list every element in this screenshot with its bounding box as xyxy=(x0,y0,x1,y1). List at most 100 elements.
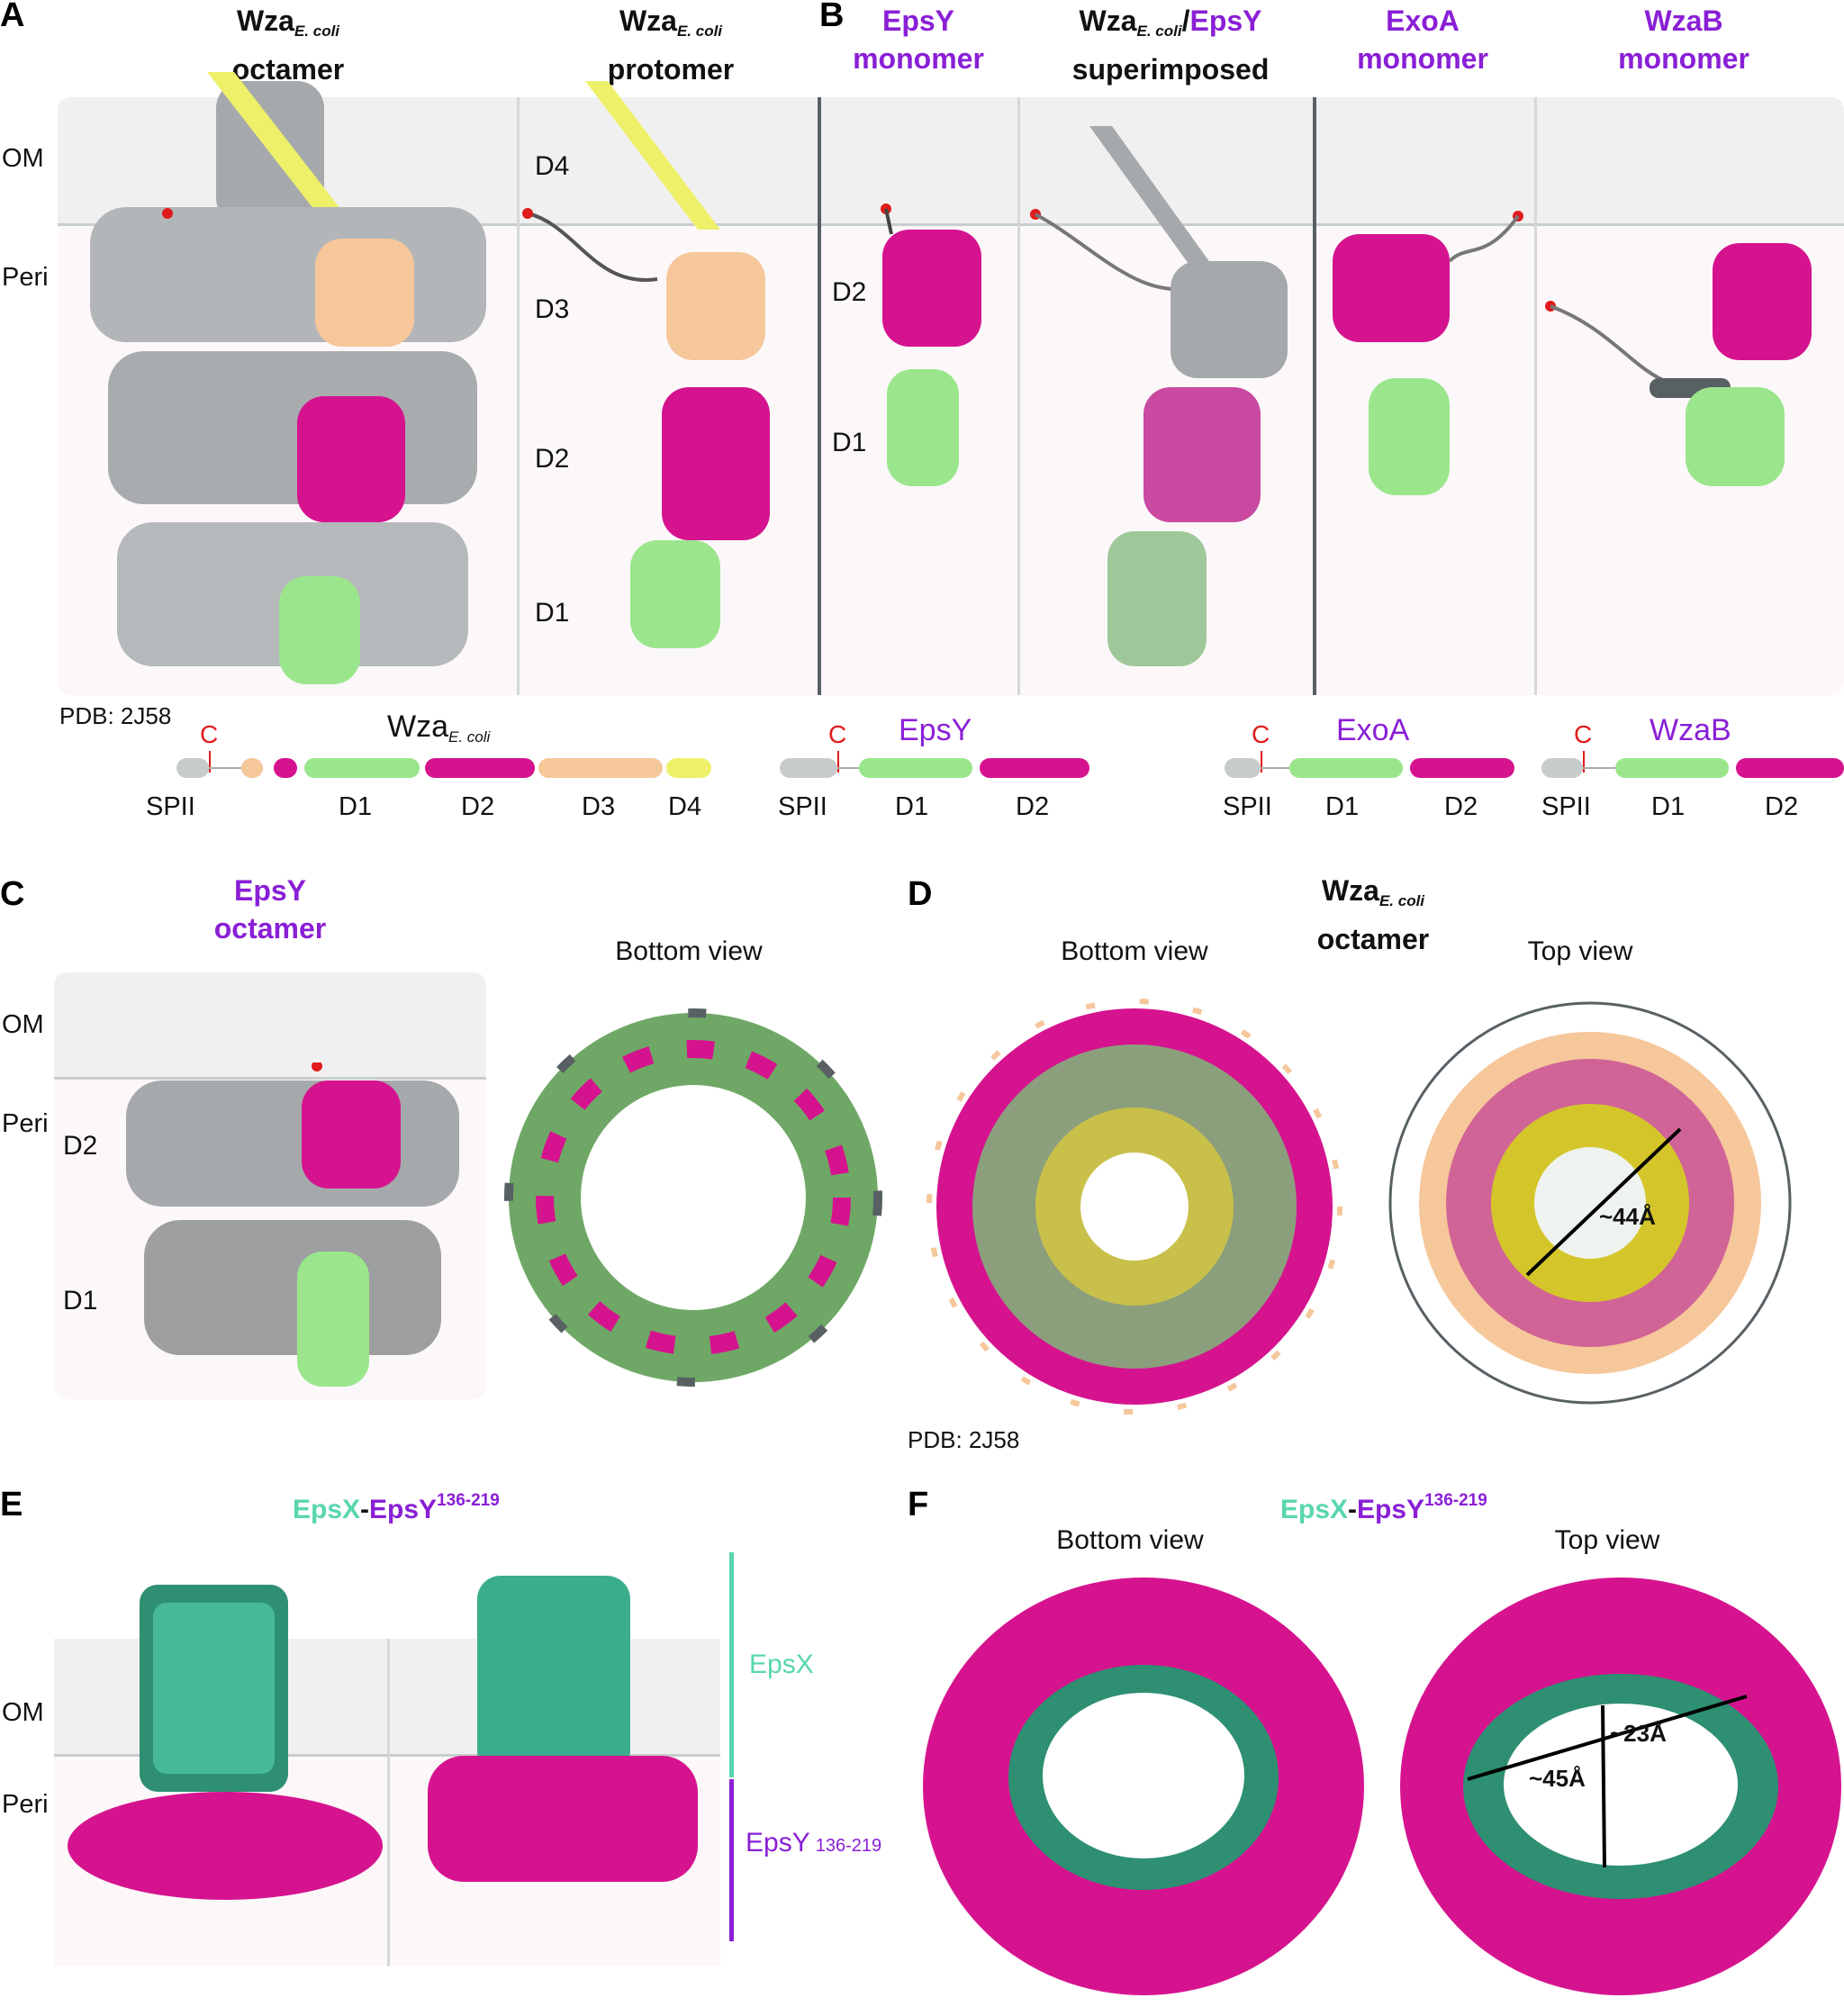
exoa-monomer-structure xyxy=(1324,207,1531,504)
diagram-wzab-name: WzaB xyxy=(1650,713,1731,747)
epsy-monomer-structure xyxy=(864,198,999,504)
title-wza-octamer: WzaE. coli octamer xyxy=(171,2,405,88)
epsx-epsy-cartoon-side xyxy=(63,1549,387,1909)
title-wzab-line: monomer xyxy=(1618,42,1749,75)
title-e: EpsX-EpsY136-219 xyxy=(293,1491,500,1525)
title-epsy: EpsY xyxy=(881,5,955,37)
bar-wza-d4 xyxy=(666,758,711,778)
bar-wzab-d2 xyxy=(1736,758,1844,778)
diagram-epsy-spii: SPII xyxy=(778,792,827,821)
title-c-epsy: EpsY xyxy=(233,874,307,907)
legend-epsy-bar xyxy=(729,1779,734,1941)
diagram-wzab-c: C xyxy=(1574,720,1593,748)
title-exoa: ExoA xyxy=(1386,5,1460,37)
diagram-exoa-c-line xyxy=(1261,751,1262,773)
divider-ab xyxy=(818,97,821,695)
panel-label-e: E xyxy=(0,1486,23,1523)
title-octamer: octamer xyxy=(231,53,345,86)
title-wza-main: Wza xyxy=(236,5,294,37)
om-label-a: OM xyxy=(2,144,44,173)
peri-label-a: Peri xyxy=(2,263,49,292)
bar-wzab-linker xyxy=(1583,767,1615,769)
title-f-sup: 136-219 xyxy=(1424,1491,1487,1510)
diagram-wzab-c-line xyxy=(1583,751,1585,773)
panel-label-f: F xyxy=(908,1486,929,1523)
bar-exoa-d1 xyxy=(1289,758,1403,778)
title-epsy-monomer-line: monomer xyxy=(853,42,984,75)
title-d-sub: E. coli xyxy=(1378,892,1425,909)
domain-label-d4: D4 xyxy=(535,151,570,181)
panel-e-divider xyxy=(387,1639,390,1966)
diagram-wza-d3: D3 xyxy=(582,792,616,821)
diagram-epsy-name: EpsY xyxy=(899,713,972,747)
bar-epsy-spii xyxy=(780,758,837,778)
epsy-d2-label: D2 xyxy=(832,277,867,307)
title-wza-sub: E. coli xyxy=(294,23,340,40)
panel-c-om-band xyxy=(54,972,486,1077)
title-epsy-monomer: EpsY monomer xyxy=(801,2,1035,77)
panel-d-top-view: Top view xyxy=(1527,936,1633,966)
title-e-dash: - xyxy=(360,1495,370,1524)
panel-label-c: C xyxy=(0,875,25,913)
diagram-epsy-d2: D2 xyxy=(1016,792,1050,821)
om-band xyxy=(58,97,1844,223)
bar-exoa-spii xyxy=(1225,758,1261,778)
panel-label-a: A xyxy=(0,0,25,34)
bar-epsy-d1 xyxy=(859,758,972,778)
panel-d-measure: ~44Å xyxy=(1599,1203,1656,1230)
epsx-epsy-surface-side xyxy=(423,1567,711,1891)
title-wza2-sub: E. coli xyxy=(676,23,723,40)
bar-wza-spii xyxy=(176,758,209,778)
diagram-epsy-c-line xyxy=(837,751,839,773)
panel-d-bottom-view: Bottom view xyxy=(1061,936,1208,966)
panel-c-d1-label: D1 xyxy=(63,1286,98,1315)
bar-epsy-d2 xyxy=(980,758,1089,778)
bar-wza-d1 xyxy=(304,758,420,778)
bar-wza-linker xyxy=(209,767,241,769)
om-label-e: OM xyxy=(2,1698,44,1727)
bar-wza-beige-small xyxy=(241,758,263,778)
title-protomer: protomer xyxy=(607,53,735,86)
epsy-d1-label: D1 xyxy=(832,428,867,457)
diagram-wza-d2: D2 xyxy=(461,792,495,821)
title-super-wza: Wza xyxy=(1079,5,1137,37)
epsx-epsy-bottom-view xyxy=(918,1570,1369,2002)
panel-f-measure-long: ~45Å xyxy=(1529,1765,1586,1792)
diagram-wza-spii: SPII xyxy=(146,792,195,821)
peri-label-e: Peri xyxy=(2,1790,49,1819)
epsy-octamer-bottom-ring xyxy=(504,1008,882,1387)
bar-exoa-d2 xyxy=(1410,758,1514,778)
divider-a xyxy=(517,97,520,695)
legend-epsy-label: EpsY 136-219 xyxy=(746,1828,881,1858)
title-wzab-monomer: WzaB monomer xyxy=(1576,2,1792,77)
diagram-exoa-spii: SPII xyxy=(1223,792,1272,821)
diagram-wzab-d2: D2 xyxy=(1765,792,1799,821)
wza-octamer-top-view xyxy=(1383,978,1797,1428)
title-e-epsx: EpsX xyxy=(293,1495,361,1524)
bar-exoa-linker xyxy=(1261,767,1289,769)
title-wza-protomer: WzaE. coli protomer xyxy=(554,2,788,88)
diagram-exoa-name: ExoA xyxy=(1336,713,1410,747)
title-wza-octamer-d: WzaE. coli octamer xyxy=(1261,872,1486,958)
title-wza2-main: Wza xyxy=(619,5,677,37)
diagram-wza-d4: D4 xyxy=(668,792,702,821)
title-e-sup: 136-219 xyxy=(437,1491,500,1510)
diagram-wza-name: WzaE. coli xyxy=(387,710,490,746)
title-wzab: WzaB xyxy=(1644,5,1723,37)
panel-f-bottom-view: Bottom view xyxy=(1056,1525,1204,1555)
bar-wzab-spii xyxy=(1541,758,1583,778)
title-f-dash: - xyxy=(1348,1495,1358,1524)
title-superimposed: WzaE. coli/EpsY superimposed xyxy=(1035,2,1306,88)
epsx-epsy-top-view xyxy=(1396,1570,1844,2002)
title-f-epsy: EpsY xyxy=(1357,1495,1425,1524)
title-exoa-monomer: ExoA monomer xyxy=(1315,2,1531,77)
om-label-c: OM xyxy=(2,1010,44,1039)
domain-label-d3: D3 xyxy=(535,294,570,324)
legend-epsx-bar xyxy=(729,1552,734,1777)
diagram-exoa-d1: D1 xyxy=(1325,792,1360,821)
diagram-epsy-d1: D1 xyxy=(895,792,929,821)
diagram-wza-c-line xyxy=(209,751,211,773)
panel-f-top-view: Top view xyxy=(1554,1525,1660,1555)
diagram-epsy-c: C xyxy=(828,720,847,748)
panel-label-b: B xyxy=(819,0,845,34)
